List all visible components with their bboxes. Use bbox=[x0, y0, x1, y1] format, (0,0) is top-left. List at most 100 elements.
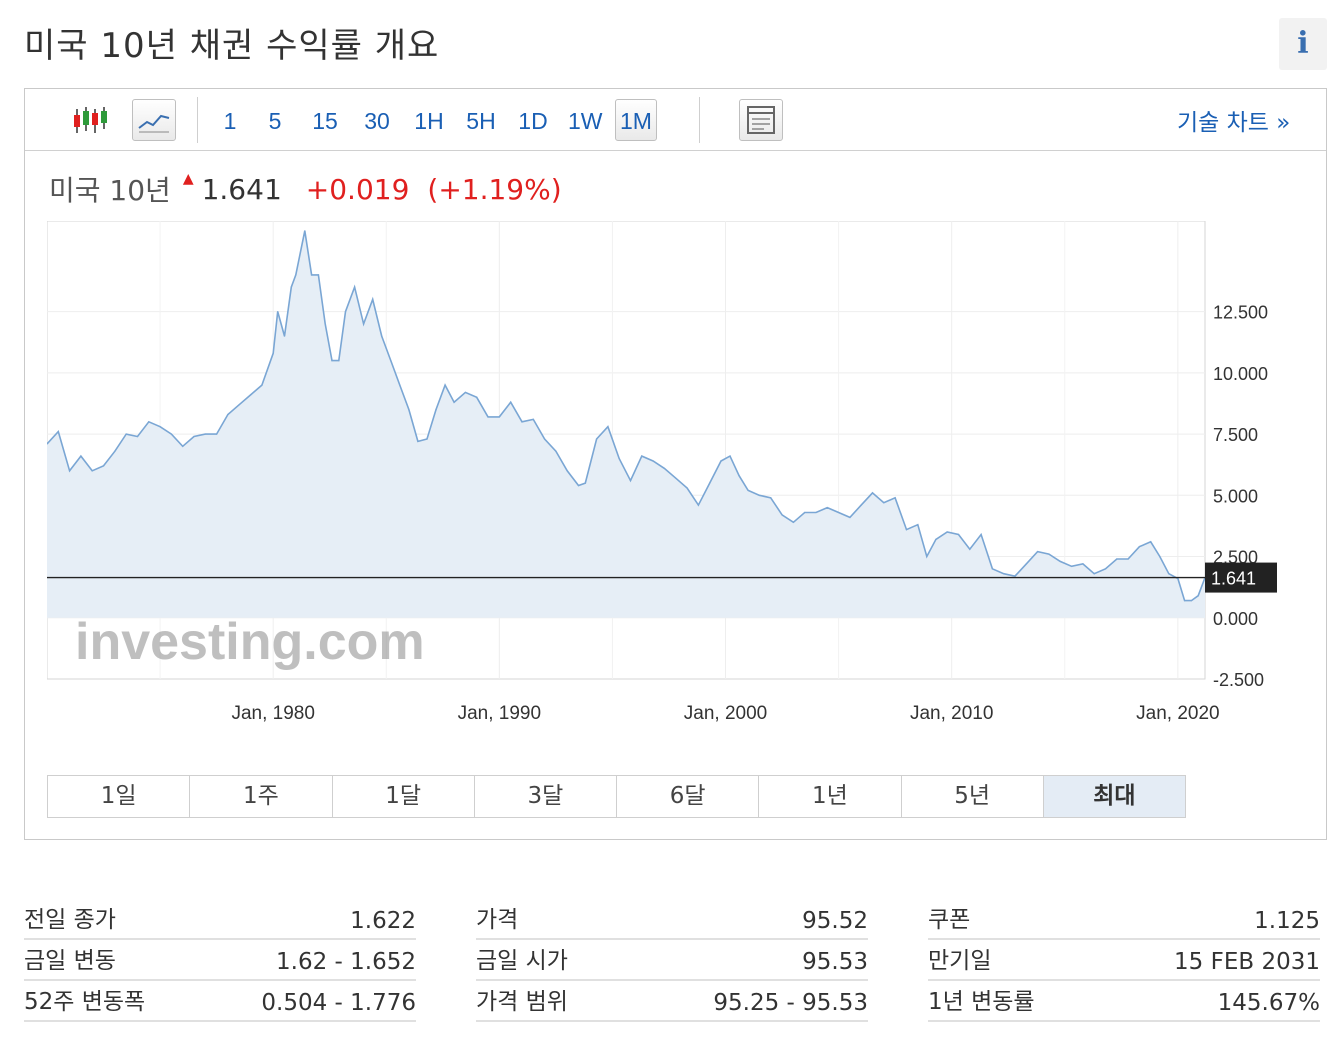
data-table-icon[interactable] bbox=[739, 99, 783, 141]
series-point bbox=[159, 426, 161, 428]
series-point bbox=[618, 457, 620, 460]
range-button-7[interactable]: 최대 bbox=[1043, 776, 1185, 817]
stat-label: 쿠폰 bbox=[928, 907, 971, 933]
stat-label: 만기일 bbox=[928, 948, 992, 974]
series-point bbox=[770, 497, 772, 499]
series-point bbox=[148, 421, 150, 423]
series-point bbox=[324, 323, 326, 325]
series-point bbox=[957, 533, 960, 536]
series-point bbox=[1138, 546, 1141, 548]
series-point bbox=[980, 533, 982, 536]
series-point bbox=[826, 506, 828, 509]
series-point bbox=[729, 455, 731, 457]
series-point bbox=[738, 475, 740, 477]
price-change-percent: (+1.19%) bbox=[427, 172, 562, 206]
range-button-1[interactable]: 1주 bbox=[190, 776, 333, 817]
series-point bbox=[883, 502, 885, 504]
interval-button-1m[interactable]: 1M bbox=[615, 99, 657, 141]
series-point bbox=[815, 511, 817, 514]
series-point bbox=[331, 360, 333, 362]
interval-button-30[interactable]: 30 bbox=[364, 108, 390, 134]
interval-button-5h[interactable]: 5H bbox=[466, 108, 496, 134]
series-point bbox=[577, 484, 580, 487]
series-point bbox=[521, 421, 523, 423]
candlestick-chart-icon[interactable] bbox=[67, 99, 111, 141]
y-tick-label: 0.000 bbox=[1213, 609, 1258, 629]
series-point bbox=[532, 418, 534, 420]
series-point bbox=[408, 408, 410, 411]
interval-button-1h[interactable]: 1H bbox=[414, 108, 444, 134]
series-point bbox=[917, 524, 919, 526]
series-point bbox=[720, 460, 722, 462]
series-point bbox=[338, 360, 340, 362]
x-tick-label: Jan, 1990 bbox=[458, 703, 541, 724]
series-point bbox=[1177, 577, 1179, 580]
toolbar-divider bbox=[699, 97, 700, 143]
interval-button-15[interactable]: 15 bbox=[312, 108, 338, 134]
stat-row: 금일 시가 95.53 bbox=[476, 941, 868, 981]
series-point bbox=[1190, 600, 1193, 602]
interval-button-1d[interactable]: 1D bbox=[518, 108, 548, 134]
x-tick-label: Jan, 2000 bbox=[684, 703, 767, 724]
stat-value: 1.622 bbox=[350, 908, 416, 934]
y-tick-label: 12.500 bbox=[1213, 303, 1268, 323]
series-point bbox=[272, 352, 274, 354]
series-point bbox=[1184, 600, 1186, 602]
interval-button-5[interactable]: 5 bbox=[268, 108, 282, 134]
series-point bbox=[476, 396, 478, 398]
stat-value: 95.25 - 95.53 bbox=[713, 990, 868, 1016]
series-point bbox=[629, 480, 632, 482]
info-button[interactable]: i bbox=[1279, 18, 1327, 70]
range-button-0[interactable]: 1일 bbox=[48, 776, 191, 817]
series-point bbox=[946, 531, 948, 533]
series-point bbox=[792, 521, 794, 523]
stat-value: 145.67% bbox=[1217, 990, 1320, 1016]
series-point bbox=[170, 433, 172, 435]
series-point bbox=[1037, 551, 1039, 553]
technical-chart-link[interactable]: 기술 차트 » bbox=[1177, 110, 1291, 136]
range-button-3[interactable]: 3달 bbox=[475, 776, 617, 817]
last-price: 1.641 bbox=[201, 172, 282, 206]
series-point bbox=[204, 433, 206, 435]
series-point bbox=[453, 401, 455, 403]
series-point bbox=[1116, 558, 1118, 560]
page-title: 미국 10년 채권 수익률 개요 bbox=[24, 26, 440, 66]
series-point bbox=[464, 391, 467, 394]
series-point bbox=[47, 443, 48, 445]
stat-label: 금일 시가 bbox=[476, 948, 568, 974]
series-point bbox=[69, 470, 71, 472]
stat-label: 1년 변동률 bbox=[928, 989, 1035, 1015]
series-point bbox=[1197, 595, 1199, 597]
chart-toolbar: 1 5 15 30 1H 5H 1D 1W 1M 기술 차트 » bbox=[25, 89, 1326, 151]
series-point bbox=[566, 470, 568, 472]
range-button-4[interactable]: 6달 bbox=[617, 776, 760, 817]
interval-button-1w[interactable]: 1W bbox=[568, 108, 603, 134]
series-point bbox=[304, 230, 306, 232]
series-point bbox=[555, 450, 557, 452]
series-point bbox=[697, 504, 699, 506]
stat-value: 15 FEB 2031 bbox=[1174, 949, 1320, 975]
series-point bbox=[91, 470, 93, 472]
toolbar-divider bbox=[197, 97, 198, 143]
series-point bbox=[114, 450, 116, 452]
series-point bbox=[675, 477, 677, 479]
series-point bbox=[1082, 563, 1084, 565]
line-chart-icon[interactable] bbox=[132, 99, 176, 141]
stat-value: 1.125 bbox=[1254, 908, 1320, 934]
interval-button-1[interactable]: 1 bbox=[223, 108, 237, 134]
series-point bbox=[849, 516, 851, 518]
series-point bbox=[311, 274, 313, 276]
series-point bbox=[926, 555, 928, 558]
series-point bbox=[353, 286, 356, 288]
range-button-2[interactable]: 1달 bbox=[333, 776, 475, 817]
series-point bbox=[193, 435, 195, 438]
series-point bbox=[595, 438, 598, 440]
stat-col-2: 가격 95.52 금일 시가 95.53 가격 범위 95.25 - 95.53 bbox=[476, 900, 868, 1022]
range-button-5[interactable]: 1년 bbox=[759, 776, 902, 817]
series-point bbox=[1093, 573, 1095, 575]
series-point bbox=[417, 440, 419, 443]
range-button-6[interactable]: 5년 bbox=[902, 776, 1044, 817]
series-point bbox=[607, 426, 609, 428]
series-point bbox=[261, 384, 263, 386]
series-point bbox=[510, 401, 512, 403]
